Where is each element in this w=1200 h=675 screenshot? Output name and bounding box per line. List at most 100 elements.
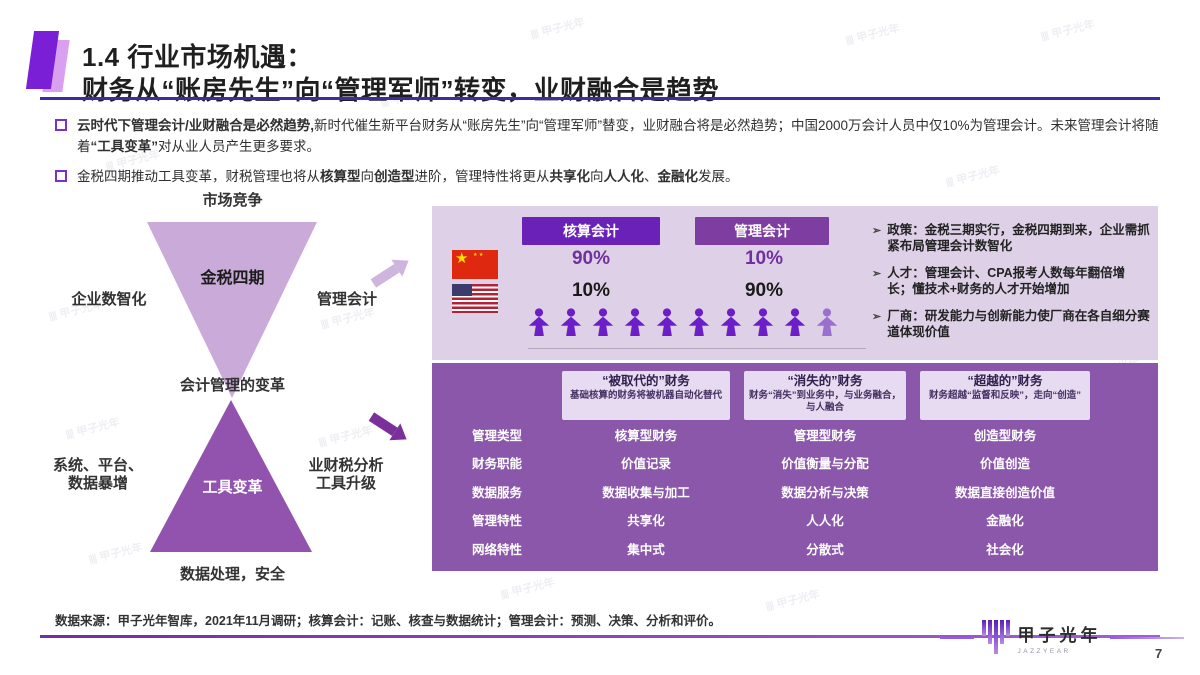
arrow-bullet-icon — [872, 308, 881, 340]
watermark: ||||甲子光年 — [529, 14, 586, 43]
matrix-cell: 核算型财务 — [614, 428, 678, 443]
person-icon — [654, 308, 680, 341]
logo-bars-icon — [982, 620, 1010, 656]
diagram-left-label: 企业数智化 — [71, 291, 147, 308]
page-title-line2: 财务从“账房先生”向“管理军师”转变，业财融合是趋势 — [82, 75, 720, 106]
diagram-lower-center-label: 工具变革 — [202, 479, 263, 496]
diagram-top-label: 市场竞争 — [202, 192, 263, 209]
lower-triangle-shape — [150, 400, 312, 552]
matrix-row-label: 财务职能 — [471, 457, 522, 472]
diagram-lower-left-line1: 系统、平台、 — [52, 457, 143, 474]
person-icon — [718, 308, 744, 341]
person-icon — [526, 308, 552, 341]
usa-management-percent: 90% — [744, 280, 784, 301]
matrix-col3-title: “超越的”财务 — [967, 374, 1043, 388]
matrix-cell: 数据直接创造价值 — [954, 485, 1055, 500]
finance-evolution-matrix: “被取代的”财务 基础核算的财务将被机器自动化替代 “消失的”财务财务“消失”到业… — [432, 363, 1158, 571]
matrix-row-label: 数据服务 — [471, 485, 522, 500]
page-title-line1: 1.4 行业市场机遇： — [82, 42, 313, 73]
page-number: 7 — [1155, 646, 1163, 661]
list-item: 政策：金税三期实行，金税四期到来，企业需抓紧布局管理会计数智化 — [872, 222, 1150, 254]
matrix-row-label: 管理类型 — [471, 428, 522, 443]
watermark-text: 甲子光年 — [1050, 18, 1097, 41]
policy-point-text: 政策：金税三期实行，金税四期到来，企业需抓紧布局管理会计数智化 — [887, 223, 1150, 253]
matrix-cell: 人人化 — [806, 514, 844, 529]
matrix-grid: “被取代的”财务 基础核算的财务将被机器自动化替代 “消失的”财务财务“消失”到业… — [432, 363, 1158, 563]
diagram-lower-left-line2: 数据暴增 — [67, 475, 128, 492]
matrix-cell: 价值创造 — [979, 457, 1030, 472]
matrix-cell: 数据分析与决策 — [781, 485, 869, 500]
diagram-lower-right-line2: 工具升级 — [315, 475, 376, 492]
company-logo: 甲子光年 JAZZYEAR — [940, 620, 1184, 656]
title-divider — [40, 97, 1160, 100]
matrix-col1-title: “被取代的”财务 — [602, 374, 690, 388]
matrix-col2-desc: 财务“消失”到业务中，与业务融合，与人融合 — [748, 390, 901, 413]
person-icon — [686, 308, 712, 341]
hourglass-diagram — [147, 222, 317, 552]
intro-bullet-1: 云时代下管理会计/业财融合是必然趋势,新时代催生新平台财务从“账房先生”向“管理… — [55, 115, 1160, 157]
matrix-cell: 创造型财务 — [973, 428, 1037, 443]
matrix-cell: 价值记录 — [620, 457, 671, 472]
arrow-bullet-icon — [872, 222, 881, 254]
footer-divider — [40, 635, 1160, 638]
watermark-text: 甲子光年 — [540, 16, 587, 39]
matrix-cell: 集中式 — [627, 542, 665, 557]
diagram-middle-label: 会计管理的变革 — [179, 377, 285, 394]
list-item: 厂商：研发能力与创新能力使厂商在各自细分赛道体现价值 — [872, 308, 1150, 340]
matrix-cell: 管理型财务 — [793, 428, 857, 443]
person-icon — [622, 308, 648, 341]
watermark-text: 甲子光年 — [510, 576, 557, 599]
diagram-right-label: 管理会计 — [316, 291, 377, 308]
matrix-column-header-3: “超越的”财务财务超越“监督和反映”，走向“创造” — [916, 370, 1094, 420]
intro-bullet-2-text: 金税四期推动工具变革，财税管理也将从核算型向创造型进阶，管理特性将更从共享化向人… — [77, 169, 739, 184]
watermark-text: 甲子光年 — [855, 22, 902, 45]
logo-bars-icon: |||| — [764, 599, 775, 613]
person-icon — [814, 308, 840, 341]
matrix-cell: 社会化 — [986, 542, 1024, 557]
matrix-col2-title: “消失的”财务 — [787, 374, 863, 388]
logo-bars-icon: |||| — [1039, 29, 1050, 43]
matrix-column-header-1: “被取代的”财务 基础核算的财务将被机器自动化替代 — [558, 370, 734, 420]
comparison-panel: 核算会计 管理会计 90% 10% 10% 90% 政策：金税三期实行，金税四期… — [432, 206, 1158, 360]
vendor-point-text: 厂商：研发能力与创新能力使厂商在各自细分赛道体现价值 — [887, 309, 1150, 339]
person-icon — [558, 308, 584, 341]
watermark: ||||甲子光年 — [844, 20, 901, 49]
matrix-cell: 分散式 — [806, 542, 844, 557]
market-driver-list: 政策：金税三期实行，金税四期到来，企业需抓紧布局管理会计数智化 人才：管理会计、… — [872, 222, 1150, 340]
watermark: ||||甲子光年 — [499, 574, 556, 603]
watermark: ||||甲子光年 — [1039, 16, 1096, 45]
data-source-note: 数据来源：甲子光年智库，2021年11月调研；核算会计：记账、核查与数据统计；管… — [55, 614, 722, 628]
diagram-bottom-label: 数据处理，安全 — [179, 566, 285, 583]
square-bullet-icon — [55, 119, 67, 131]
china-accounting-percent: 90% — [571, 248, 611, 269]
talent-point-text: 人才：管理会计、CPA报考人数每年翻倍增长；懂技术+财务的人才开始增加 — [887, 266, 1126, 296]
logo-bars-icon: |||| — [844, 33, 855, 47]
matrix-col3-desc: 财务超越“监督和反映”，走向“创造” — [928, 390, 1081, 401]
logo-text: 甲子光年 JAZZYEAR — [1018, 621, 1102, 655]
column-header-accounting: 核算会计 — [522, 217, 660, 245]
diagram-lower-left-label: 系统、平台、 数据暴增 — [42, 457, 154, 493]
usa-flag-icon — [452, 284, 498, 313]
upper-triangle-shape — [147, 222, 317, 398]
diagram-upper-center-label: 金税四期 — [200, 270, 265, 287]
china-management-percent: 10% — [744, 248, 784, 269]
usa-accounting-percent: 10% — [571, 280, 611, 301]
logo-bars-icon: |||| — [529, 27, 540, 41]
person-icon-row — [526, 308, 840, 341]
intro-bullet-2: 金税四期推动工具变革，财税管理也将从核算型向创造型进阶，管理特性将更从共享化向人… — [55, 166, 1160, 187]
diagram-lower-right-line1: 业财税分析 — [308, 457, 384, 474]
page-title: 1.4 行业市场机遇： 财务从“账房先生”向“管理军师”转变，业财融合是趋势 — [82, 41, 719, 107]
logo-bars-icon: |||| — [499, 587, 510, 601]
intro-bullet-1-text: 云时代下管理会计/业财融合是必然趋势,新时代催生新平台财务从“账房先生”向“管理… — [77, 118, 1159, 154]
matrix-column-header-2: “消失的”财务财务“消失”到业务中，与业务融合，与人融合 — [740, 370, 910, 420]
watermark-text: 甲子光年 — [775, 588, 822, 611]
diagram-lower-right-label: 业财税分析 工具升级 — [290, 457, 402, 493]
logo-line-right — [1109, 637, 1184, 639]
matrix-cell: 数据收集与加工 — [602, 485, 690, 500]
square-bullet-icon — [55, 170, 67, 182]
person-icon — [782, 308, 808, 341]
matrix-cell: 价值衡量与分配 — [781, 457, 869, 472]
list-item: 人才：管理会计、CPA报考人数每年翻倍增长；懂技术+财务的人才开始增加 — [872, 265, 1150, 297]
logo-line-left — [940, 637, 974, 639]
